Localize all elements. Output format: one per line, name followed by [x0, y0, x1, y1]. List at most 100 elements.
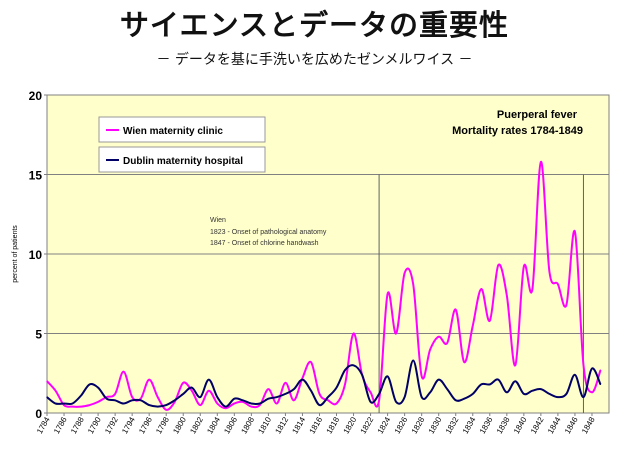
- y-tick-label: 10: [29, 248, 43, 262]
- legend-box-dublin: [98, 146, 266, 173]
- data-point-dublin: [310, 390, 312, 392]
- x-tick-label: 1790: [86, 415, 103, 435]
- x-tick-label: 1820: [342, 415, 359, 435]
- data-point-wien: [199, 404, 201, 406]
- data-point-dublin: [335, 386, 338, 389]
- data-point-wien: [293, 399, 295, 401]
- legend-label-wien: Wien maternity clinic: [123, 126, 223, 137]
- data-point-wien: [165, 409, 167, 411]
- data-point-wien: [88, 404, 91, 406]
- x-tick-label: 1816: [308, 415, 325, 435]
- data-point-wien: [463, 361, 465, 363]
- data-point-wien: [335, 402, 338, 405]
- data-point-wien: [429, 348, 431, 350]
- data-point-wien: [387, 293, 389, 295]
- y-tick-label: 0: [35, 407, 42, 421]
- data-point-dublin: [404, 396, 406, 398]
- data-point-dublin: [131, 399, 133, 401]
- data-point-wien: [352, 332, 355, 335]
- x-tick-label: 1808: [239, 415, 256, 435]
- x-tick-label: 1824: [376, 415, 393, 435]
- data-point-dublin: [97, 386, 99, 389]
- x-tick-label: 1838: [495, 415, 512, 435]
- data-point-dublin: [182, 393, 184, 395]
- data-point-wien: [157, 396, 159, 398]
- data-point-dublin: [480, 383, 482, 385]
- data-point-wien: [97, 401, 99, 403]
- data-point-wien: [446, 342, 448, 344]
- y-axis-label: percent of patients: [12, 225, 19, 283]
- data-point-wien: [472, 324, 474, 327]
- data-point-wien: [421, 375, 423, 378]
- y-tick-label: 20: [29, 89, 43, 103]
- data-point-dublin: [369, 401, 372, 403]
- x-tick-label: 1846: [563, 415, 580, 435]
- data-point-dublin: [514, 380, 516, 382]
- data-point-wien: [80, 406, 82, 408]
- data-point-wien: [489, 320, 491, 322]
- page-title: サイエンスとデータの重要性: [119, 8, 510, 42]
- data-point-dublin: [191, 386, 193, 389]
- data-point-wien: [327, 399, 329, 401]
- data-point-dublin: [557, 396, 559, 398]
- data-point-wien: [480, 288, 482, 290]
- data-point-dublin: [565, 393, 568, 395]
- x-tick-label: 1786: [52, 415, 69, 435]
- data-point-dublin: [429, 391, 431, 393]
- data-point-dublin: [361, 374, 363, 376]
- x-tick-label: 1798: [154, 415, 171, 435]
- data-point-wien: [63, 404, 65, 406]
- data-point-wien: [208, 390, 210, 392]
- chart-title-line-1: Puerperal fever: [497, 109, 578, 121]
- data-point-dublin: [472, 393, 474, 395]
- data-point-wien: [438, 336, 440, 338]
- data-point-wien: [378, 399, 380, 401]
- data-point-wien: [506, 294, 508, 296]
- y-tick-label: 15: [29, 169, 43, 183]
- data-point-wien: [284, 382, 287, 384]
- annotation-line-1: Wien: [210, 217, 226, 224]
- data-point-wien: [148, 379, 150, 381]
- data-point-dublin: [293, 388, 295, 390]
- data-point-wien: [310, 361, 312, 363]
- data-point-dublin: [378, 393, 380, 395]
- data-point-dublin: [421, 396, 423, 398]
- data-point-wien: [497, 264, 499, 266]
- data-point-dublin: [54, 402, 57, 405]
- data-point-dublin: [318, 404, 321, 406]
- data-point-wien: [114, 393, 116, 395]
- data-point-dublin: [463, 398, 465, 400]
- legend-label-dublin: Dublin maternity hospital: [123, 156, 243, 167]
- data-point-dublin: [140, 399, 142, 401]
- data-point-wien: [318, 393, 321, 395]
- data-point-dublin: [106, 398, 108, 400]
- data-point-dublin: [591, 367, 593, 370]
- data-point-dublin: [216, 396, 218, 398]
- data-point-dublin: [233, 398, 235, 400]
- data-point-wien: [250, 406, 252, 408]
- data-point-wien: [225, 407, 227, 409]
- legend-box-wien: [98, 116, 266, 143]
- x-tick-label: 1822: [359, 415, 376, 435]
- x-tick-label: 1792: [103, 415, 120, 435]
- x-tick-label: 1826: [393, 415, 410, 435]
- data-point-wien: [531, 288, 533, 290]
- data-point-wien: [259, 404, 261, 406]
- data-point-wien: [565, 304, 568, 306]
- data-point-wien: [523, 266, 525, 268]
- x-tick-label: 1830: [427, 415, 444, 435]
- annotation: Wien 1823 - Onset of pathological anatom…: [210, 217, 327, 247]
- x-tick-label: 1810: [256, 415, 273, 435]
- data-point-dublin: [412, 359, 414, 362]
- data-point-dublin: [276, 396, 278, 398]
- data-point-wien: [404, 272, 406, 274]
- data-point-dublin: [455, 399, 457, 401]
- data-point-wien: [301, 377, 304, 379]
- data-point-dublin: [540, 388, 542, 390]
- series-line-dublin: [46, 359, 602, 408]
- data-point-wien: [267, 388, 269, 390]
- data-point-dublin: [46, 396, 48, 398]
- chart-title-line-2: Mortality rates 1784-1849: [452, 125, 583, 137]
- x-tick-label: 1814: [290, 415, 307, 435]
- x-tick-label: 1796: [137, 415, 154, 435]
